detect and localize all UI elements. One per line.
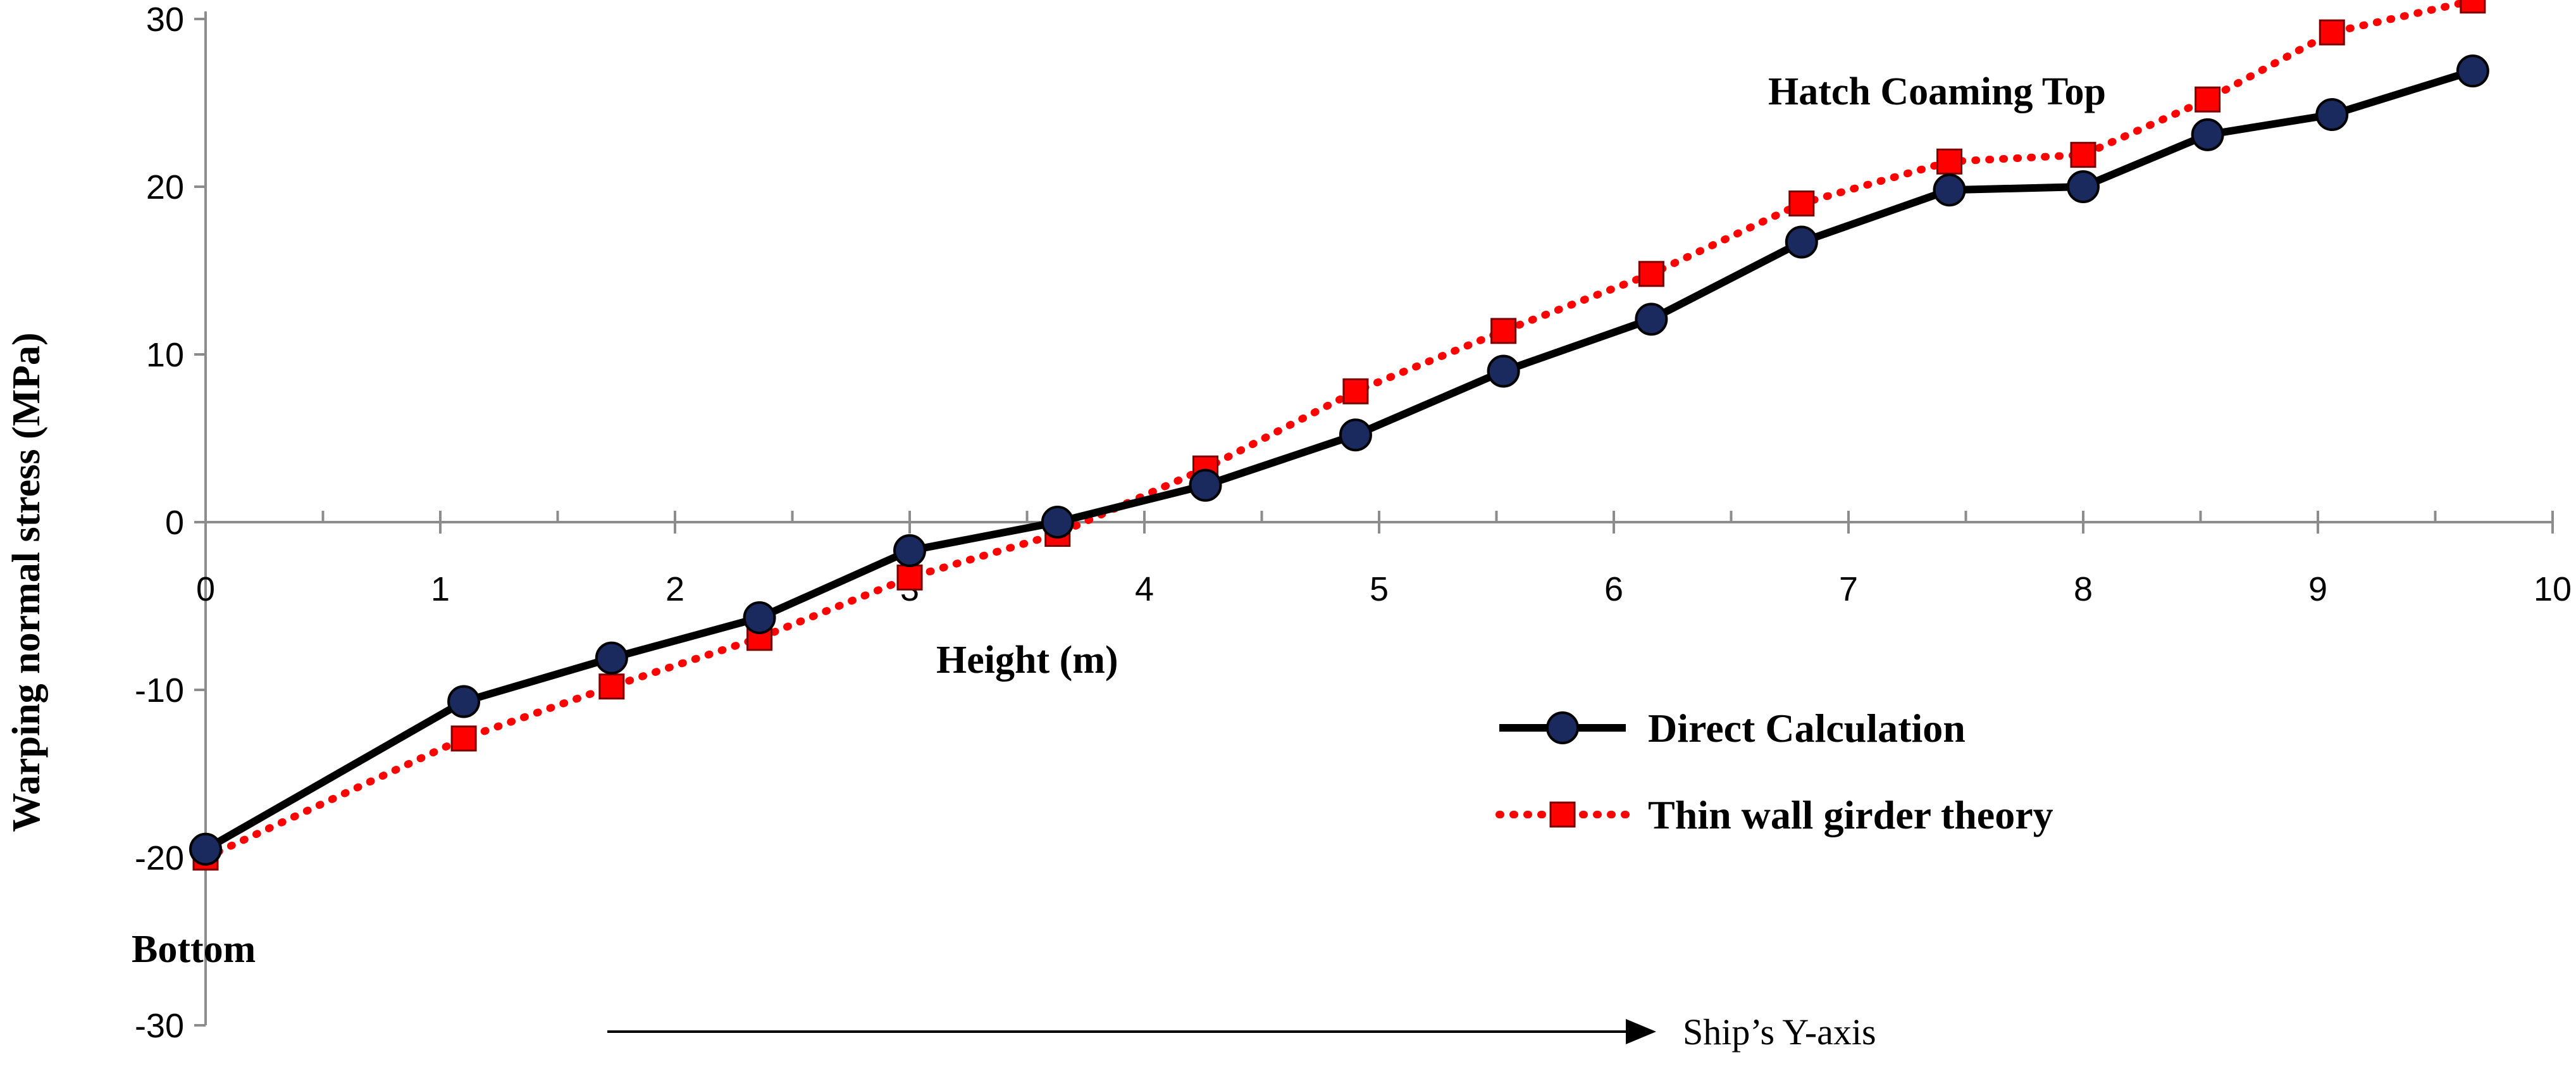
data-point <box>1936 148 1963 175</box>
data-point <box>1487 354 1520 388</box>
legend-entry: Thin wall girder theory <box>1495 792 2053 837</box>
x-tick-label: 10 <box>2534 570 2572 608</box>
arrow-head-icon <box>1626 1019 1656 1044</box>
arrow-label: Ship’s Y-axis <box>1683 1011 1876 1053</box>
data-point <box>2319 19 2345 46</box>
y-tick-label: -10 <box>135 672 184 709</box>
tick-marks <box>194 18 2554 1027</box>
x-tick-label: 5 <box>1370 570 1389 608</box>
data-point <box>189 832 222 866</box>
x-tick-label: 0 <box>196 570 215 608</box>
x-tick-label: 2 <box>666 570 684 608</box>
legend-swatch-marker <box>1549 801 1576 828</box>
x-axis-title: Height (m) <box>936 639 1118 682</box>
data-point <box>1189 468 1222 502</box>
annotation-bottom: Bottom <box>132 928 256 971</box>
data-point <box>598 673 625 700</box>
data-point <box>896 564 923 590</box>
data-point <box>450 725 477 752</box>
data-point <box>1490 318 1517 344</box>
data-point <box>2067 170 2100 203</box>
data-point <box>1933 173 1966 207</box>
data-point <box>2460 0 2486 14</box>
data-point <box>1638 261 1664 287</box>
y-tick-label: 20 <box>146 168 184 206</box>
data-point <box>1041 506 1074 539</box>
x-tick-label: 9 <box>2308 570 2327 608</box>
data-point <box>1785 225 1818 259</box>
legend: Direct Calculation Thin wall girder theor… <box>1495 706 2053 837</box>
data-point <box>2195 86 2221 113</box>
data-point <box>1788 191 1815 216</box>
y-axis-title: Warping normal stress (MPa) <box>5 332 48 832</box>
legend-label: Thin wall girder theory <box>1648 792 2053 837</box>
data-point <box>2191 118 2224 151</box>
y-tick-label: 30 <box>146 1 184 39</box>
series-layer <box>189 0 2489 871</box>
series-thin-wall-girder-theory <box>192 0 2486 871</box>
annotation-hatch-coaming-top: Hatch Coaming Top <box>1768 70 2106 113</box>
data-point <box>2315 98 2349 132</box>
y-tick-label: -20 <box>135 839 184 877</box>
data-point <box>447 685 481 718</box>
x-tick-label: 1 <box>431 570 450 608</box>
y-tick-label: 10 <box>146 336 184 374</box>
x-tick-label: 4 <box>1135 570 1154 608</box>
data-point <box>1635 303 1668 336</box>
series-direct-calculation <box>189 54 2489 866</box>
y-tick-label: -30 <box>135 1007 184 1045</box>
data-point <box>1342 378 1369 404</box>
series-line <box>202 0 2477 861</box>
y-tick-label: 0 <box>165 504 184 542</box>
x-tick-label: 8 <box>2074 570 2093 608</box>
data-point <box>1339 418 1372 452</box>
legend-label: Direct Calculation <box>1648 706 1966 751</box>
ship-y-axis-arrow: Ship’s Y-axis <box>607 1011 1876 1053</box>
series-line <box>204 67 2474 853</box>
x-tick-label: 7 <box>1839 570 1858 608</box>
data-point <box>595 641 628 675</box>
data-point <box>893 534 926 568</box>
data-point <box>2456 54 2489 88</box>
data-point <box>2070 142 2096 168</box>
legend-swatch-marker <box>1546 711 1579 744</box>
data-point <box>743 601 776 635</box>
x-tick-label: 6 <box>1604 570 1623 608</box>
legend-entry: Direct Calculation <box>1499 706 1966 751</box>
